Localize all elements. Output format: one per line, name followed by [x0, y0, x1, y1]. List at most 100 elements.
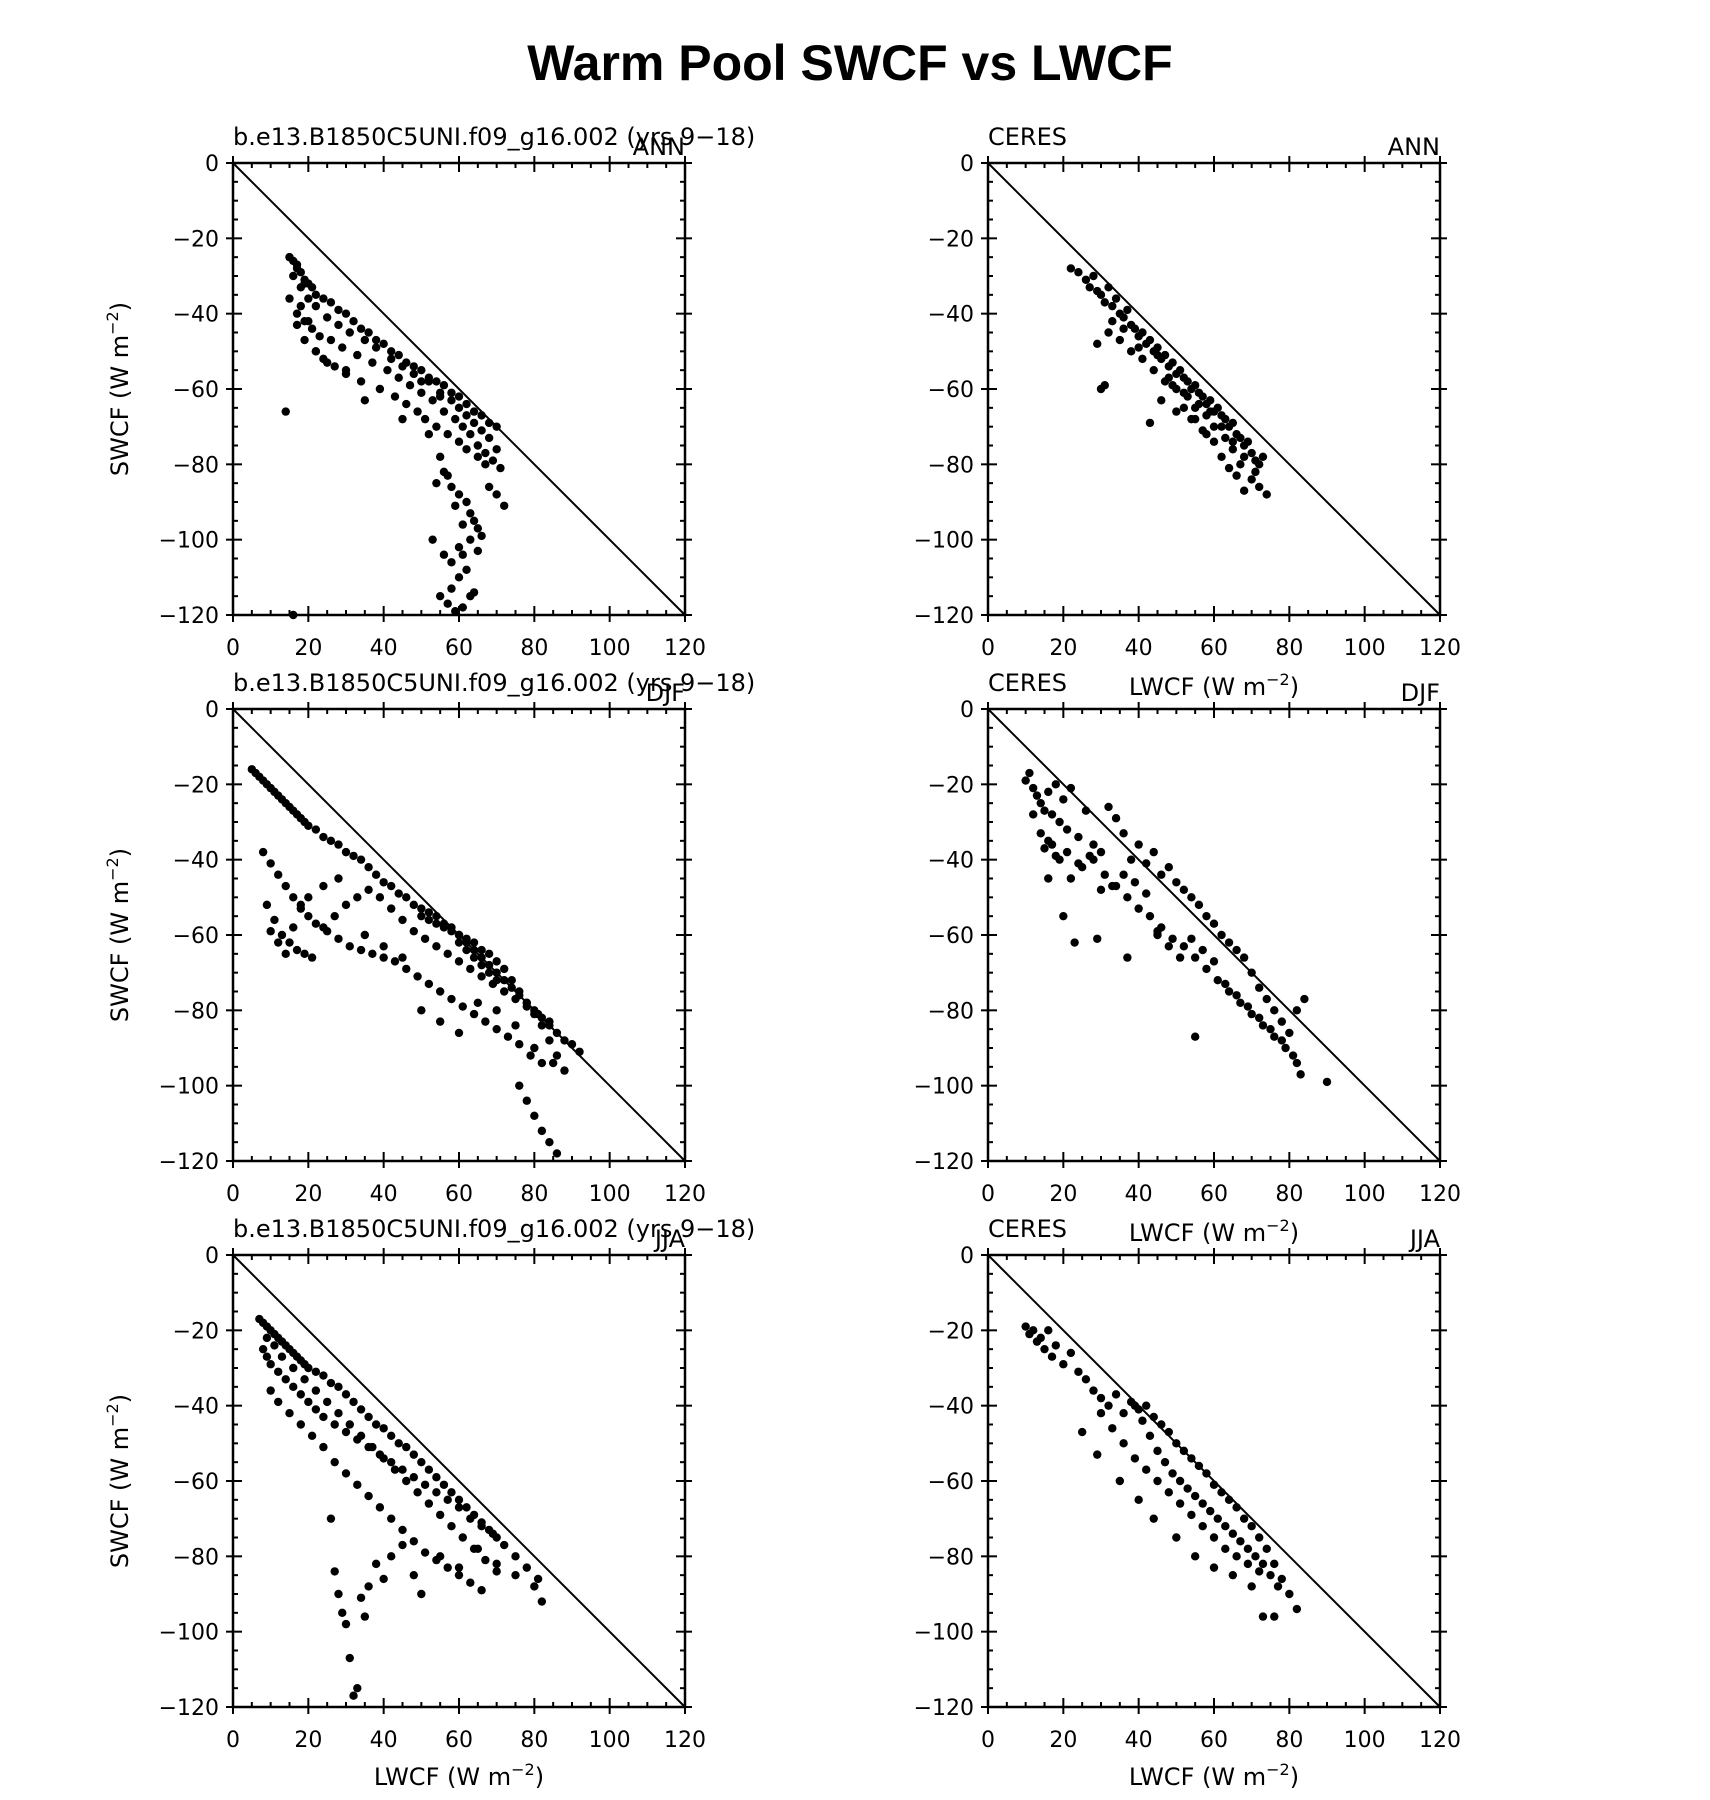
data-point	[477, 953, 486, 962]
x-tick-label: 20	[1049, 1182, 1077, 1207]
x-tick-label: 40	[1125, 1182, 1153, 1207]
panel-right-title: JJA	[653, 1225, 686, 1253]
data-point	[1232, 991, 1241, 1000]
data-point	[345, 942, 354, 951]
y-tick-label: −80	[173, 1545, 219, 1570]
data-point	[1145, 418, 1155, 428]
data-point	[364, 1491, 373, 1501]
data-point	[492, 1024, 501, 1034]
data-point	[522, 998, 531, 1007]
data-point	[473, 1544, 483, 1554]
data-point	[454, 957, 464, 966]
data-point	[439, 381, 449, 390]
data-point	[447, 1488, 456, 1497]
data-point	[1179, 885, 1189, 894]
panel-left-title: CERES	[988, 669, 1067, 697]
data-point	[469, 945, 479, 955]
data-point	[1273, 1582, 1283, 1591]
y-tick-label: −120	[159, 1150, 219, 1175]
data-point	[1164, 1427, 1174, 1437]
data-point	[322, 1397, 332, 1407]
data-point	[454, 1495, 464, 1505]
data-point	[285, 294, 294, 303]
data-point	[304, 893, 313, 902]
data-point	[349, 1397, 358, 1407]
data-point	[349, 851, 358, 861]
data-point	[1093, 1450, 1102, 1459]
data-point	[1126, 347, 1136, 356]
data-point	[458, 550, 467, 559]
data-point	[296, 1420, 305, 1429]
data-point	[454, 938, 464, 947]
x-tick-label: 120	[664, 636, 706, 661]
data-point	[1179, 1446, 1189, 1456]
panel-left-title: b.e13.B1850C5UNI.f09_g16.002 (yrs 9−18)	[233, 669, 755, 697]
data-point	[522, 1563, 531, 1572]
data-point	[1119, 324, 1128, 333]
data-point	[1213, 976, 1222, 985]
data-point	[319, 832, 328, 842]
data-point	[1243, 437, 1253, 446]
data-point	[1153, 350, 1162, 360]
data-point	[266, 1386, 275, 1395]
data-point	[560, 1066, 569, 1075]
data-point	[349, 317, 358, 326]
y-tick-label: 0	[960, 698, 974, 723]
data-point	[1089, 1386, 1098, 1395]
data-point	[398, 1465, 407, 1474]
data-point	[1198, 1499, 1207, 1508]
data-point	[1036, 829, 1045, 838]
data-point	[428, 396, 437, 405]
data-point	[1206, 1506, 1215, 1516]
data-point	[1190, 953, 1200, 962]
data-point	[447, 584, 456, 593]
data-point	[477, 426, 486, 435]
data-point	[364, 1412, 373, 1422]
data-point	[1153, 343, 1162, 352]
data-point	[443, 1495, 452, 1505]
data-point	[1108, 1424, 1117, 1433]
data-point	[500, 987, 509, 996]
data-point	[511, 1021, 520, 1030]
data-point	[481, 460, 490, 469]
data-point	[417, 365, 426, 375]
y-axis-label: SWCF (W m−2)	[103, 302, 134, 476]
y-tick-label: −120	[159, 1696, 219, 1721]
data-point	[394, 350, 403, 360]
data-point	[1243, 1002, 1253, 1011]
data-point	[447, 558, 456, 567]
data-point	[1270, 1006, 1279, 1015]
data-point	[1187, 1454, 1196, 1463]
data-point	[1044, 836, 1053, 846]
data-point	[334, 1409, 343, 1418]
data-point	[488, 456, 498, 465]
data-point	[1157, 870, 1166, 879]
x-tick-label: 60	[445, 1728, 473, 1753]
data-point	[522, 1096, 531, 1105]
data-point	[409, 1570, 418, 1580]
panel-3: 0 20 40 60 80 100 120 0 −20 −40 −60 −80 −100 −120 CERE…	[914, 669, 1461, 1207]
panel-right-title: ANN	[1388, 133, 1440, 161]
data-point	[1228, 1529, 1238, 1538]
data-point	[274, 870, 283, 879]
data-point	[402, 964, 411, 974]
data-point	[1190, 1032, 1200, 1041]
data-point	[258, 847, 268, 857]
data-point	[1190, 381, 1200, 390]
data-point	[1130, 324, 1140, 333]
data-point	[1262, 994, 1271, 1004]
data-point	[1115, 335, 1125, 345]
data-point	[387, 347, 396, 356]
data-point	[451, 414, 460, 424]
data-point	[1217, 930, 1226, 940]
data-point	[364, 863, 373, 872]
panel-center-title: LWCF (W m−2)	[1129, 670, 1299, 701]
data-point	[1142, 1401, 1151, 1410]
data-point	[1255, 1013, 1264, 1023]
data-point	[356, 1431, 366, 1441]
data-point	[1142, 1465, 1151, 1474]
data-point	[447, 482, 456, 492]
data-point	[454, 437, 464, 446]
data-point	[1111, 1390, 1121, 1399]
data-point	[296, 1390, 305, 1399]
